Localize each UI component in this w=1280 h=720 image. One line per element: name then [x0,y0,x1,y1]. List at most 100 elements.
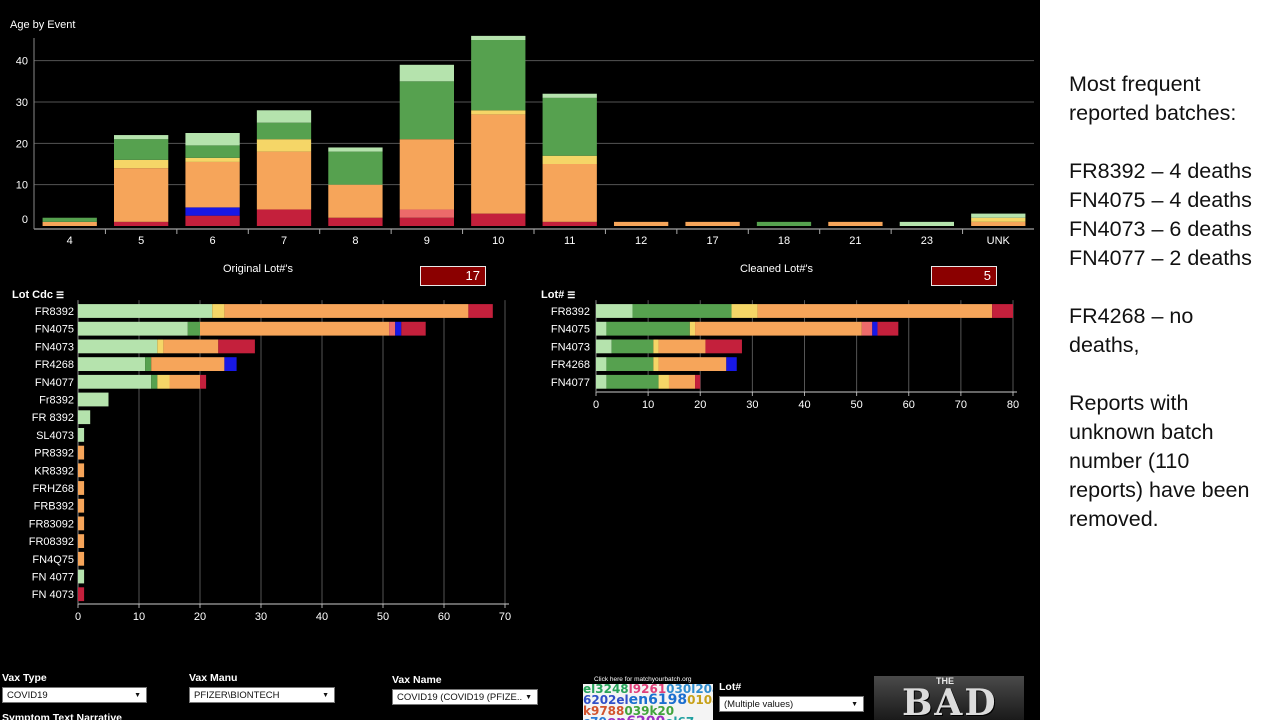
x-tick-label: 80 [1007,399,1019,411]
vax-name-select[interactable]: COVID19 (COVID19 (PFIZE... ▼ [392,689,538,705]
x-tick-label: 21 [849,235,861,247]
bar-segment [395,321,402,336]
logo-bad-text: BAD [902,682,998,720]
matchyourbatch-link[interactable]: Click here for matchyourbatch.org [594,676,692,683]
lot-label: FRHZ68 [32,483,74,495]
x-tick-label: 50 [377,611,389,623]
bar-segment [611,339,654,354]
vax-type-label: Vax Type [2,672,47,684]
bar-segment [185,207,240,216]
dashboard: 0 10 20 30 40 4 5 6 7 8 9 10 11 12 17 18 21 23 UNK 0 10 20 30… [0,0,1040,720]
matchyourbatch-logo[interactable]: el3248l9261030l20aef183 6202elen6198010a… [583,684,713,720]
bar-segment [606,374,659,389]
chevron-down-icon: ▼ [134,692,141,699]
bar-segment [78,516,85,531]
chevron-down-icon: ▼ [322,692,329,699]
bar-segment [992,304,1013,318]
bar-segment [224,304,469,318]
bar-segment [218,339,255,354]
lot-cdc-header[interactable]: Lot Cdc ☰ [12,289,64,301]
bar-segment [971,221,1026,226]
bar-segment [78,569,85,584]
lot-label: FR08392 [29,536,74,548]
bar-segment [78,551,85,566]
x-tick-label: 60 [903,399,915,411]
notes-line: FN4077 – 2 deaths [1069,246,1252,270]
bar-segment [200,321,390,336]
bar-segment [695,374,701,389]
bar-segment [78,374,152,389]
x-tick-label: 10 [133,611,145,623]
bar-segment [42,221,97,226]
notes-fr4268: FR4268 – no deaths, [1069,302,1274,360]
vax-manu-value: PFIZER\BIONTECH [194,690,280,701]
bar-segment [471,40,526,111]
lot-label: FN4073 [551,341,590,353]
bar-segment [256,139,312,152]
bar-segment [212,304,225,318]
bar-segment [256,122,312,140]
vax-type-value: COVID19 [7,690,48,701]
bar-segment [256,209,312,226]
bar-segment [668,374,696,389]
x-tick-label: 8 [352,235,358,247]
bar-segment [468,304,493,318]
lot-label: FR8392 [551,306,590,318]
lot-header[interactable]: Lot# ☰ [541,289,575,301]
bar-segment [614,221,669,226]
charts-canvas: 0 10 20 30 40 4 5 6 7 8 9 10 11 12 17 18 21 23 UNK 0 10 20 30… [16,35,1034,623]
x-tick-label: 20 [694,399,706,411]
bar-segment [185,145,240,158]
notes-line: FR8392 – 4 deaths [1069,159,1252,183]
bar-segment [695,321,862,336]
bar-segment [471,114,526,214]
vax-manu-select[interactable]: PFIZER\BIONTECH ▼ [189,687,335,703]
notes-line: removed. [1069,507,1159,531]
bar-segment [757,304,993,318]
bar-segment [114,168,169,222]
sort-icon[interactable]: ☰ [567,290,576,300]
original-lots-chart: 0 10 20 30 40 50 60 70 FR8392 FN4075 FN4073 FR4268 F… [29,300,511,623]
bar-segment [542,93,597,98]
bar-segment [899,221,954,226]
bar-segment [328,147,383,152]
bar-segment [78,339,158,354]
x-tick-label: 40 [316,611,328,623]
bar-segment [542,155,597,164]
vax-type-select[interactable]: COVID19 ▼ [2,687,147,703]
bar-segment [187,321,200,336]
lot-label: FN4077 [35,377,74,389]
bar-segment [114,135,169,140]
vax-name-label: Vax Name [392,674,442,686]
notes-line: Most frequent [1069,72,1201,96]
bar-segment [42,217,97,222]
notes-line: Reports with [1069,391,1189,415]
lot-label: SL4073 [36,430,74,442]
bar-segment [471,110,526,115]
bar-segment [114,139,169,160]
bar-segment [872,321,878,336]
cleaned-lots-count: 5 [931,266,997,286]
bar-segment [114,221,169,226]
bar-segment [596,339,612,354]
lot-label: PR8392 [34,448,74,460]
bar-segment [389,321,396,336]
original-lots-count: 17 [420,266,486,286]
x-tick-label: 60 [438,611,450,623]
logo-word: l9261 [628,684,667,696]
x-tick-label: 70 [499,611,511,623]
sort-icon[interactable]: ☰ [56,290,65,300]
notes-line: FN4075 – 4 deaths [1069,188,1252,212]
bar-segment [78,304,213,318]
logo-word: el67 [665,715,694,720]
bar-segment [78,445,85,460]
bar-segment [78,498,85,513]
lot-select[interactable]: (Multiple values) ▼ [719,696,864,712]
lot-label: FN4075 [551,324,590,336]
x-tick-label: 50 [851,399,863,411]
age-by-event-title: Age by Event [10,19,76,31]
bar-segment [401,321,426,336]
x-tick-label: 10 [642,399,654,411]
bar-segment [78,463,85,478]
lot-label: Lot# [541,289,565,301]
